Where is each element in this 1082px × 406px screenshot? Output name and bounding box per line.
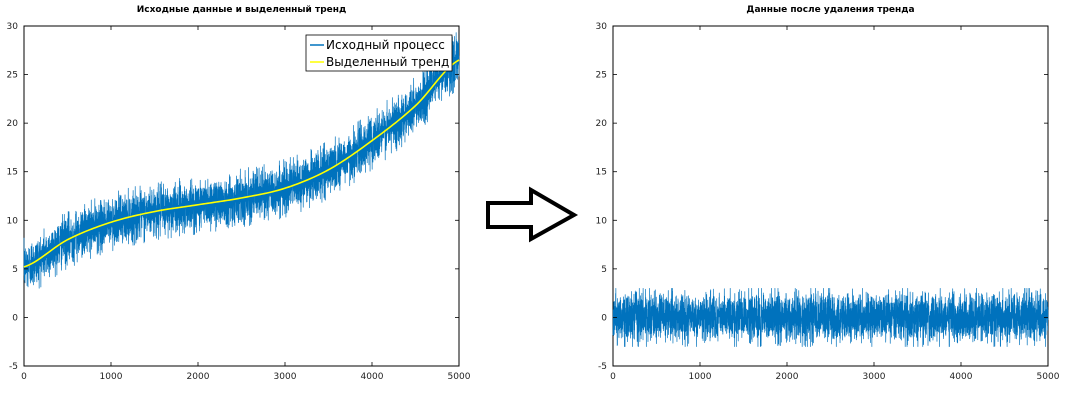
chart-title-left: Исходные данные и выделенный тренд [137, 5, 346, 15]
x-tick-label: 1000 [100, 372, 123, 382]
legend-label-original: Исходный процесс [326, 38, 445, 52]
y-tick-label: 20 [7, 119, 19, 129]
chart-title-right: Данные после удаления тренда [746, 5, 914, 15]
x-tick-label: 2000 [187, 372, 210, 382]
x-tick-label: 3000 [863, 372, 886, 382]
y-tick-label: 15 [596, 168, 607, 178]
legend-label-trend: Выделенный тренд [326, 55, 449, 69]
y-tick-label: 25 [596, 71, 607, 81]
chart-left: Исходные данные и выделенный тренд 0 1000… [7, 5, 471, 382]
legend-box [305, 34, 453, 72]
x-tick-label: 4000 [361, 372, 384, 382]
y-tick-label: 10 [7, 216, 19, 226]
y-tick-label: 5 [601, 265, 607, 275]
series-group-left [23, 32, 460, 289]
y-tick-label: -5 [598, 362, 607, 372]
series-line-noisy-right [612, 287, 1049, 347]
chart-right: Данные после удаления тренда 0 1000 2000 30… [596, 5, 1060, 382]
y-tick-label: 25 [7, 71, 18, 81]
y-tick-label: 15 [7, 168, 18, 178]
series-line-noisy-left [23, 32, 460, 289]
y-tick-label: 10 [596, 216, 608, 226]
x-tick-label: 4000 [950, 372, 973, 382]
x-tick-label: 0 [21, 372, 27, 382]
y-tick-label: 5 [12, 265, 18, 275]
x-tick-label: 3000 [274, 372, 297, 382]
y-tick-label: 30 [596, 22, 608, 32]
y-tick-label: 0 [601, 313, 607, 323]
x-tick-label: 5000 [1037, 372, 1060, 382]
y-tick-label: 30 [7, 22, 19, 32]
y-tick-label: 0 [12, 313, 18, 323]
y-tick-label: -5 [9, 362, 18, 372]
legend: Исходный процесс Выделенный тренд [305, 34, 453, 72]
series-group-right [612, 287, 1049, 347]
x-tick-label: 2000 [776, 372, 799, 382]
arrow-right-icon [486, 186, 579, 243]
x-tick-label: 1000 [689, 372, 712, 382]
series-line-trend-left [23, 59, 460, 268]
y-tick-label: 20 [596, 119, 608, 129]
x-tick-label: 0 [610, 372, 616, 382]
x-tick-label: 5000 [448, 372, 471, 382]
